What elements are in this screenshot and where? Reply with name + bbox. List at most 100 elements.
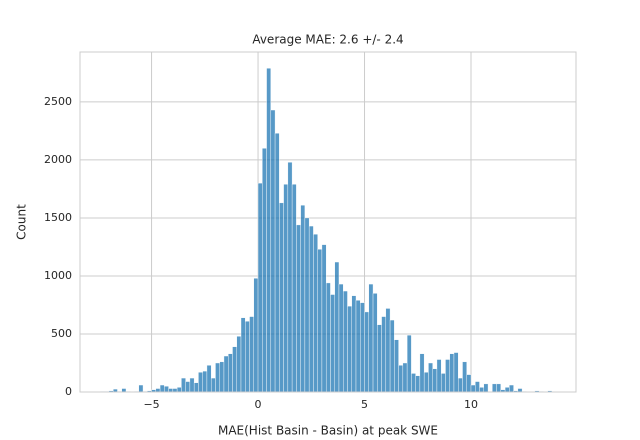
bar xyxy=(411,373,416,393)
bar xyxy=(377,324,382,393)
bar xyxy=(185,381,191,393)
bar xyxy=(492,383,497,393)
bar xyxy=(347,305,352,393)
x-tick-label: 0 xyxy=(255,398,262,411)
bar xyxy=(189,377,195,393)
bar xyxy=(155,388,161,393)
bar xyxy=(198,372,203,393)
bar xyxy=(479,387,484,393)
bar xyxy=(313,233,318,393)
bar xyxy=(159,384,165,393)
bar xyxy=(509,384,514,393)
bar xyxy=(325,282,331,393)
bar xyxy=(223,355,229,393)
x-axis-label: MAE(Hist Basin - Basin) at peak SWE xyxy=(218,424,438,438)
bar xyxy=(321,244,327,393)
bar xyxy=(210,377,216,393)
y-axis-label: Count xyxy=(15,204,29,240)
bar xyxy=(355,300,361,393)
bar xyxy=(402,362,408,393)
bar xyxy=(389,319,395,393)
bar xyxy=(453,352,459,393)
bar xyxy=(423,372,429,393)
bar xyxy=(172,388,178,393)
bar xyxy=(291,184,297,393)
bar xyxy=(436,359,442,393)
bar xyxy=(176,387,182,393)
bar xyxy=(287,162,293,393)
bar xyxy=(462,361,467,393)
bar xyxy=(253,278,259,393)
bar xyxy=(236,336,242,393)
x-tick-label: 5 xyxy=(361,398,368,411)
bar xyxy=(364,311,369,393)
x-tick-label: 10 xyxy=(464,398,478,411)
labels: 0 500 1000 1500 2000 2500 −5 0 5 10 xyxy=(44,95,478,411)
bar xyxy=(202,370,208,393)
bar xyxy=(181,377,186,393)
bar xyxy=(360,302,365,393)
bar xyxy=(398,365,404,393)
bar xyxy=(279,202,284,393)
chart-title: Average MAE: 2.6 +/- 2.4 xyxy=(252,33,403,47)
bar xyxy=(394,339,399,393)
bar xyxy=(440,373,446,393)
bar xyxy=(496,383,502,393)
bar xyxy=(445,359,450,393)
bar xyxy=(385,308,391,393)
bar xyxy=(270,109,276,393)
bar xyxy=(266,68,272,393)
bar xyxy=(475,381,480,393)
bar xyxy=(296,224,301,393)
bar xyxy=(283,184,289,393)
bar xyxy=(428,362,433,393)
bar xyxy=(219,361,225,393)
bar xyxy=(308,225,314,393)
bar xyxy=(138,384,144,393)
bar xyxy=(343,290,348,393)
y-tick-label: 0 xyxy=(65,385,72,398)
bar xyxy=(193,382,199,393)
bar xyxy=(466,374,472,393)
bar xyxy=(351,295,357,393)
y-tick-label: 1500 xyxy=(44,211,72,224)
bar xyxy=(406,334,412,393)
bar xyxy=(334,261,340,393)
y-tick-label: 500 xyxy=(51,327,72,340)
bar xyxy=(338,283,344,393)
y-tick-label: 1000 xyxy=(44,269,72,282)
bar xyxy=(168,388,174,393)
plot-frame xyxy=(79,51,577,393)
bar xyxy=(300,204,306,393)
bar xyxy=(517,388,523,393)
bar xyxy=(262,148,267,393)
bar xyxy=(232,346,237,393)
bar xyxy=(458,377,463,393)
bar xyxy=(432,368,438,393)
bar xyxy=(504,387,510,393)
bar xyxy=(121,388,127,393)
bar xyxy=(449,353,455,393)
bar xyxy=(206,365,212,393)
bar xyxy=(415,375,421,393)
bar xyxy=(419,353,425,393)
bar xyxy=(245,321,250,393)
y-tick-label: 2000 xyxy=(44,153,72,166)
bar xyxy=(215,362,220,393)
bar xyxy=(368,283,374,393)
bar xyxy=(304,217,310,393)
bar xyxy=(483,383,489,393)
bar xyxy=(240,317,246,393)
bar xyxy=(249,316,254,393)
bar xyxy=(330,294,335,393)
bar xyxy=(317,249,323,393)
bar xyxy=(470,384,476,393)
bar xyxy=(228,353,233,393)
bar xyxy=(274,133,280,393)
y-tick-label: 2500 xyxy=(44,95,72,108)
x-tick-label: −5 xyxy=(143,398,159,411)
bar xyxy=(164,385,169,393)
bar xyxy=(372,293,378,393)
bar xyxy=(257,182,263,393)
